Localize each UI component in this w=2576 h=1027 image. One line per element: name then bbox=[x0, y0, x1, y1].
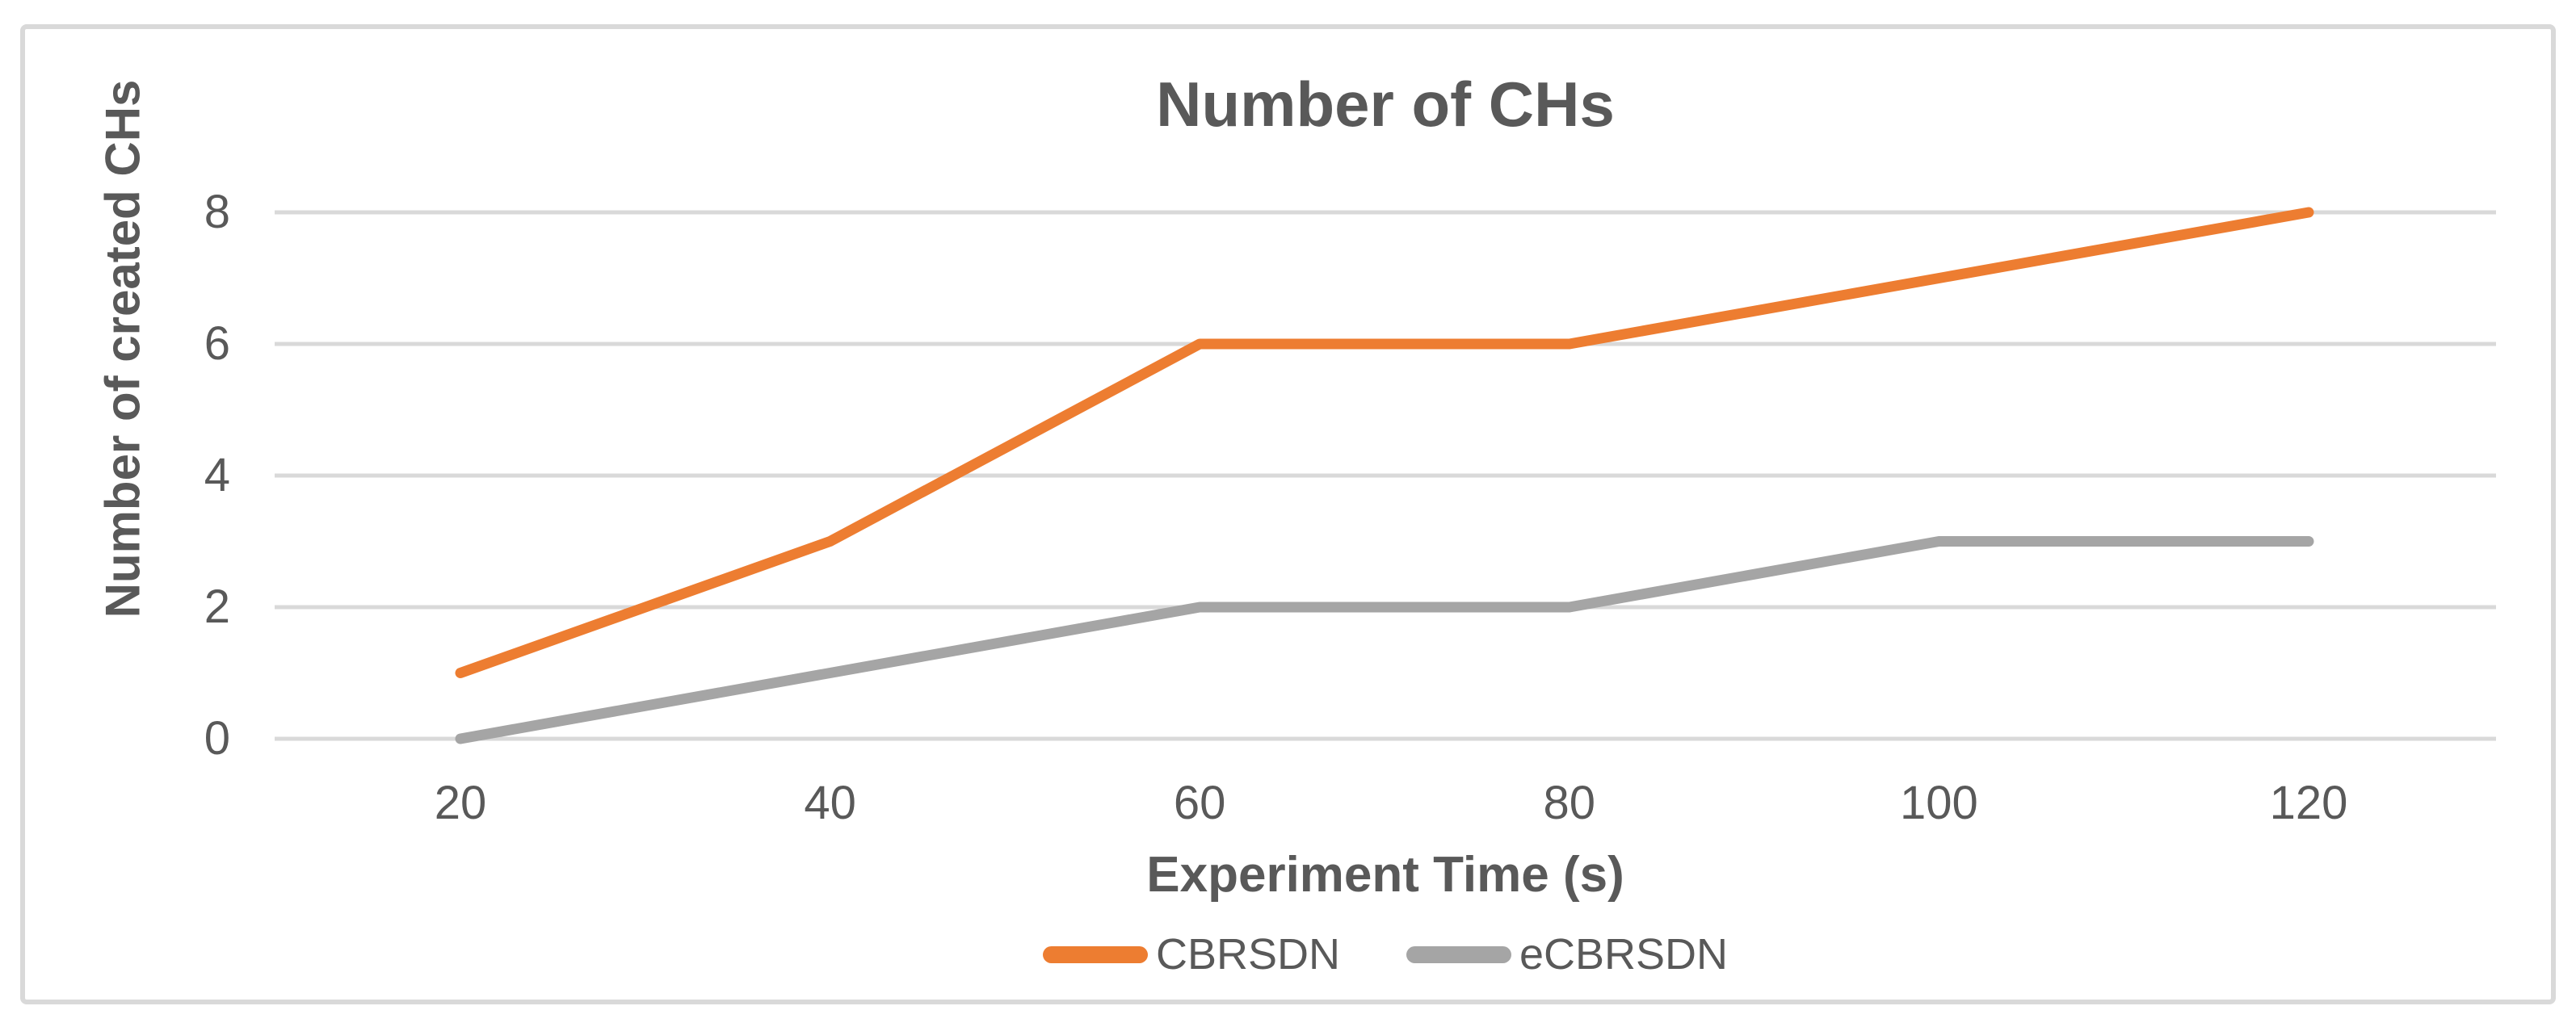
x-tick-label-120: 120 bbox=[2269, 777, 2348, 829]
legend: CBRSDN eCBRSDN bbox=[275, 930, 2496, 979]
y-tick-label-0: 0 bbox=[204, 712, 230, 765]
y-tick-label-2: 2 bbox=[204, 581, 230, 633]
legend-label-cbrsdn: CBRSDN bbox=[1155, 930, 1340, 979]
y-tick-label-4: 4 bbox=[204, 449, 230, 501]
legend-item-ecbrsdn: eCBRSDN bbox=[1406, 930, 1728, 979]
y-tick-label-6: 6 bbox=[204, 317, 230, 370]
legend-line-swatch-ecbrsdn bbox=[1406, 945, 1511, 963]
x-tick-label-60: 60 bbox=[1173, 777, 1226, 829]
x-tick-label-40: 40 bbox=[804, 777, 856, 829]
legend-label-ecbrsdn: eCBRSDN bbox=[1519, 930, 1729, 979]
x-axis-title: Experiment Time (s) bbox=[1146, 847, 1624, 903]
series-line-cbrsdn bbox=[455, 207, 2314, 678]
y-tick-label-8: 8 bbox=[204, 186, 230, 238]
legend-item-cbrsdn: CBRSDN bbox=[1042, 930, 1340, 979]
legend-line-swatch-cbrsdn bbox=[1042, 945, 1148, 963]
figure-frame bbox=[20, 24, 2556, 1004]
x-tick-label-20: 20 bbox=[434, 777, 487, 829]
x-tick-label-80: 80 bbox=[1543, 777, 1596, 829]
chart-title: Number of CHs bbox=[1156, 69, 1615, 140]
series-line-ecbrsdn bbox=[455, 536, 2314, 744]
x-tick-label-100: 100 bbox=[1900, 777, 1978, 829]
